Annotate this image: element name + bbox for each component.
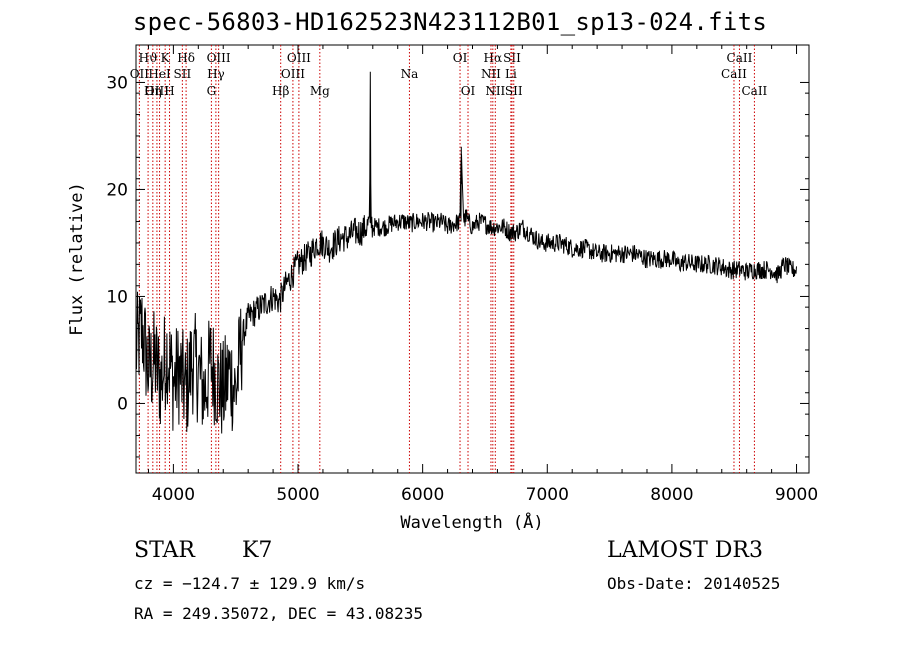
- spectral-line-label: OI: [461, 84, 476, 98]
- spectral-line-label: G: [207, 84, 217, 98]
- x-axis-label: Wavelength (Å): [400, 511, 543, 533]
- spectral-line-label: Hϑ: [139, 51, 158, 65]
- spectral-line-label: Na: [401, 67, 419, 81]
- y-tick-label: 20: [106, 180, 128, 200]
- y-axis-label: Flux (relative): [67, 182, 87, 336]
- x-tick-label: 8000: [650, 485, 693, 505]
- spectral-line-label: Li: [505, 67, 517, 81]
- spectral-line-label: NII: [485, 84, 505, 98]
- spectral-line-label: CaII: [727, 51, 753, 65]
- spectral-line-label: K: [161, 51, 171, 65]
- y-tick-label: 30: [106, 73, 128, 93]
- x-tick-label: 6000: [401, 485, 444, 505]
- x-tick-label: 4000: [152, 485, 195, 505]
- survey-name: LAMOST DR3: [607, 538, 763, 563]
- spectral-line-label: Hδ: [177, 51, 195, 65]
- spectral-line-label: Hβ: [272, 84, 289, 98]
- object-class: STAR: [134, 538, 195, 563]
- spectral-line-label: H: [164, 84, 174, 98]
- redshift-velocity: cz = −124.7 ± 129.9 km/s: [134, 574, 366, 593]
- spectrum-line: [135, 71, 797, 434]
- observation-date: Obs-Date: 20140525: [607, 574, 781, 593]
- spectral-line-label: Hγ: [207, 67, 225, 81]
- spectral-line-label: CaII: [721, 67, 747, 81]
- spectral-line-label: OI: [453, 51, 468, 65]
- spectral-line-label: OIII: [145, 84, 169, 98]
- coordinates: RA = 249.35072, DEC = 43.08235: [134, 604, 423, 623]
- spectral-line-label: Hη: [144, 84, 162, 98]
- spectral-line-label: HeI: [148, 67, 171, 81]
- spectral-line-label: SII: [174, 67, 192, 81]
- axis-ticks: 4000 5000 6000 7000 8000 9000 0 10 20 30: [106, 45, 818, 505]
- chart-title: spec-56803-HD162523N423112B01_sp13-024.f…: [132, 8, 768, 36]
- spectral-line-label: SII: [505, 84, 523, 98]
- spectral-line-label: SII: [503, 51, 521, 65]
- spectral-line-label: CaII: [741, 84, 767, 98]
- object-subclass: K7: [242, 538, 273, 563]
- spectral-line-label: NII: [481, 67, 501, 81]
- x-tick-label: 9000: [775, 485, 818, 505]
- spectral-line-label: OIII: [281, 67, 305, 81]
- y-tick-label: 10: [106, 287, 128, 307]
- spectral-line-label: OIII: [287, 51, 311, 65]
- x-tick-label: 5000: [276, 485, 319, 505]
- spectral-line-label: Hα: [484, 51, 503, 65]
- spectral-line-label: OIII: [207, 51, 231, 65]
- x-tick-label: 7000: [526, 485, 569, 505]
- spectral-line-label: OII: [130, 67, 150, 81]
- spectral-line-label: Mg: [310, 84, 330, 98]
- y-tick-label: 0: [117, 394, 128, 414]
